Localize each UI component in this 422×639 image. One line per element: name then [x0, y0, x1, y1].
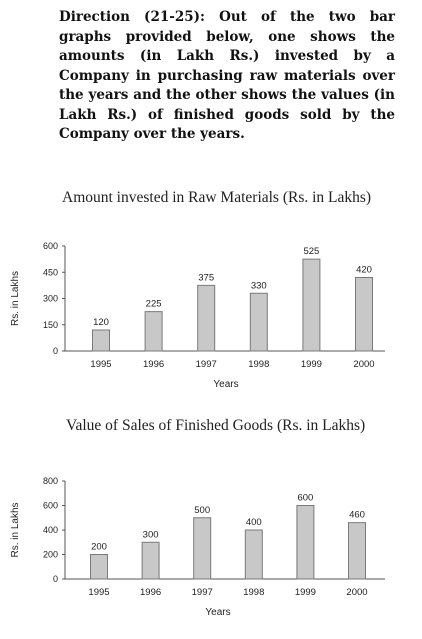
data-label-1996: 225: [146, 299, 162, 310]
x-tick-label-1998: 1998: [248, 359, 269, 370]
x-tick-label-1998: 1998: [243, 587, 264, 598]
y-tick-label: 0: [53, 574, 58, 584]
bar-1998: [249, 292, 268, 352]
x-axis-title: Years: [213, 379, 238, 390]
x-tick-label-2000: 2000: [353, 359, 374, 370]
x-tick-label-1999: 1999: [295, 587, 316, 598]
raw-materials-bar-chart: Rs. in Lakhs 0 150 300 450 600 120 1995 225 1996 3…: [10, 241, 385, 390]
bar-1998: [244, 529, 263, 580]
x-tick-label-1996: 1996: [143, 359, 164, 370]
data-label-2000: 460: [349, 510, 365, 521]
bar-2000: [348, 522, 366, 580]
x-tick-label-1995: 1995: [90, 359, 111, 370]
bar-1997: [197, 284, 216, 352]
data-label-1996: 300: [143, 529, 159, 540]
bar-1999: [296, 505, 315, 580]
bar-1999: [302, 258, 321, 352]
y-tick-label: 600: [43, 501, 58, 511]
data-label-1999: 600: [297, 493, 313, 504]
bar-1996: [144, 311, 163, 352]
x-tick-label-1997: 1997: [192, 587, 213, 598]
chart-title-raw-materials: Amount invested in Raw Materials (Rs. in…: [62, 189, 372, 206]
y-tick-label: 450: [43, 267, 58, 277]
finished-goods-bar-chart: Rs. in Lakhs 0 200 400 600 800 200 1995 300 1996 5…: [10, 476, 385, 618]
data-label-1999: 525: [303, 246, 319, 257]
bar-1997: [193, 517, 212, 580]
data-label-1995: 120: [93, 317, 109, 328]
y-tick-label: 400: [43, 525, 58, 535]
x-tick-label-1995: 1995: [88, 587, 109, 598]
data-label-1998: 400: [246, 517, 262, 528]
x-tick-label-1999: 1999: [301, 359, 322, 370]
y-tick-label: 200: [43, 550, 58, 560]
y-tick-label: 800: [43, 476, 58, 486]
bar-2000: [355, 277, 373, 352]
data-label-2000: 420: [356, 265, 372, 276]
data-label-1997: 375: [198, 272, 214, 283]
chart-title-finished-goods: Value of Sales of Finished Goods (Rs. in…: [66, 417, 366, 434]
data-label-1997: 500: [194, 505, 210, 516]
x-tick-label-1996: 1996: [140, 587, 161, 598]
bar-1995: [90, 554, 108, 580]
y-tick-label: 300: [43, 294, 58, 304]
direction-text: Direction (21-25): Out of the two bar gr…: [59, 9, 395, 142]
y-tick-label: 600: [43, 241, 58, 251]
x-axis-title: Years: [205, 607, 230, 618]
bar-1996: [141, 541, 160, 580]
x-tick-label-2000: 2000: [346, 587, 367, 598]
data-label-1995: 200: [91, 542, 107, 553]
y-axis-title: Rs. in Lakhs: [10, 271, 21, 326]
x-tick-label-1997: 1997: [196, 359, 217, 370]
y-axis-title: Rs. in Lakhs: [10, 502, 21, 557]
y-tick-label: 0: [53, 346, 58, 356]
bar-1995: [92, 329, 110, 352]
data-label-1998: 330: [251, 280, 267, 291]
y-tick-label: 150: [43, 320, 58, 330]
